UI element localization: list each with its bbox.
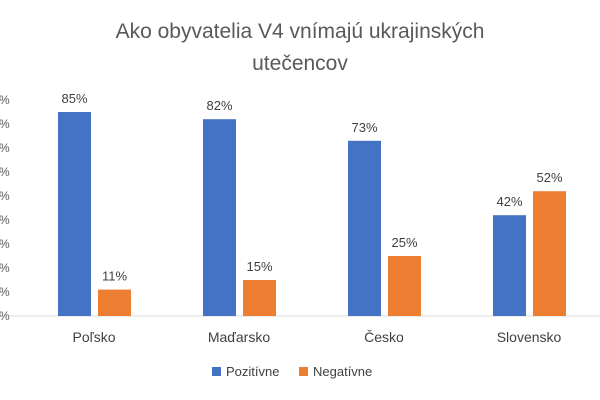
category-label: Slovensko: [497, 329, 562, 345]
y-tick-label: %: [0, 93, 10, 107]
data-label: 42%: [496, 194, 522, 209]
y-axis: %%%%%%%%%%: [0, 93, 10, 323]
bar-positive: [493, 215, 526, 316]
bar-negative: [388, 256, 421, 316]
data-label: 25%: [391, 235, 417, 250]
bar-positive: [58, 112, 91, 316]
y-tick-label: %: [0, 117, 10, 131]
y-tick-label: %: [0, 309, 10, 323]
category-label: Poľsko: [73, 329, 116, 345]
data-label: 73%: [351, 120, 377, 135]
y-tick-label: %: [0, 213, 10, 227]
data-label: 85%: [61, 91, 87, 106]
bar-negative: [243, 280, 276, 316]
chart-title-line-1: Ako obyvatelia V4 vnímajú ukrajinských: [116, 20, 485, 43]
legend-swatch: [212, 367, 221, 376]
y-tick-label: %: [0, 285, 10, 299]
bar-negative: [533, 191, 566, 316]
legend: Pozitívne Negatívne: [212, 364, 372, 379]
category-label: Česko: [364, 329, 404, 345]
y-tick-label: %: [0, 165, 10, 179]
chart-title-line-2: utečencov: [252, 52, 348, 75]
legend-label: Negatívne: [313, 364, 372, 379]
y-tick-label: %: [0, 141, 10, 155]
data-label: 52%: [536, 170, 562, 185]
data-label: 15%: [246, 259, 272, 274]
legend-swatch: [299, 367, 308, 376]
category-labels: Poľsko Maďarsko Česko Slovensko: [73, 329, 562, 345]
y-tick-label: %: [0, 237, 10, 251]
bar-negative: [98, 289, 131, 316]
y-tick-label: %: [0, 189, 10, 203]
legend-label: Pozitívne: [226, 364, 279, 379]
bar-positive: [348, 140, 381, 316]
category-label: Maďarsko: [208, 329, 271, 345]
bar-positive: [203, 119, 236, 316]
data-label: 11%: [102, 269, 127, 284]
data-label: 82%: [206, 98, 232, 113]
bars: 85% 11% 82% 15% 73% 25% 42% 52%: [58, 91, 566, 316]
y-tick-label: %: [0, 261, 10, 275]
